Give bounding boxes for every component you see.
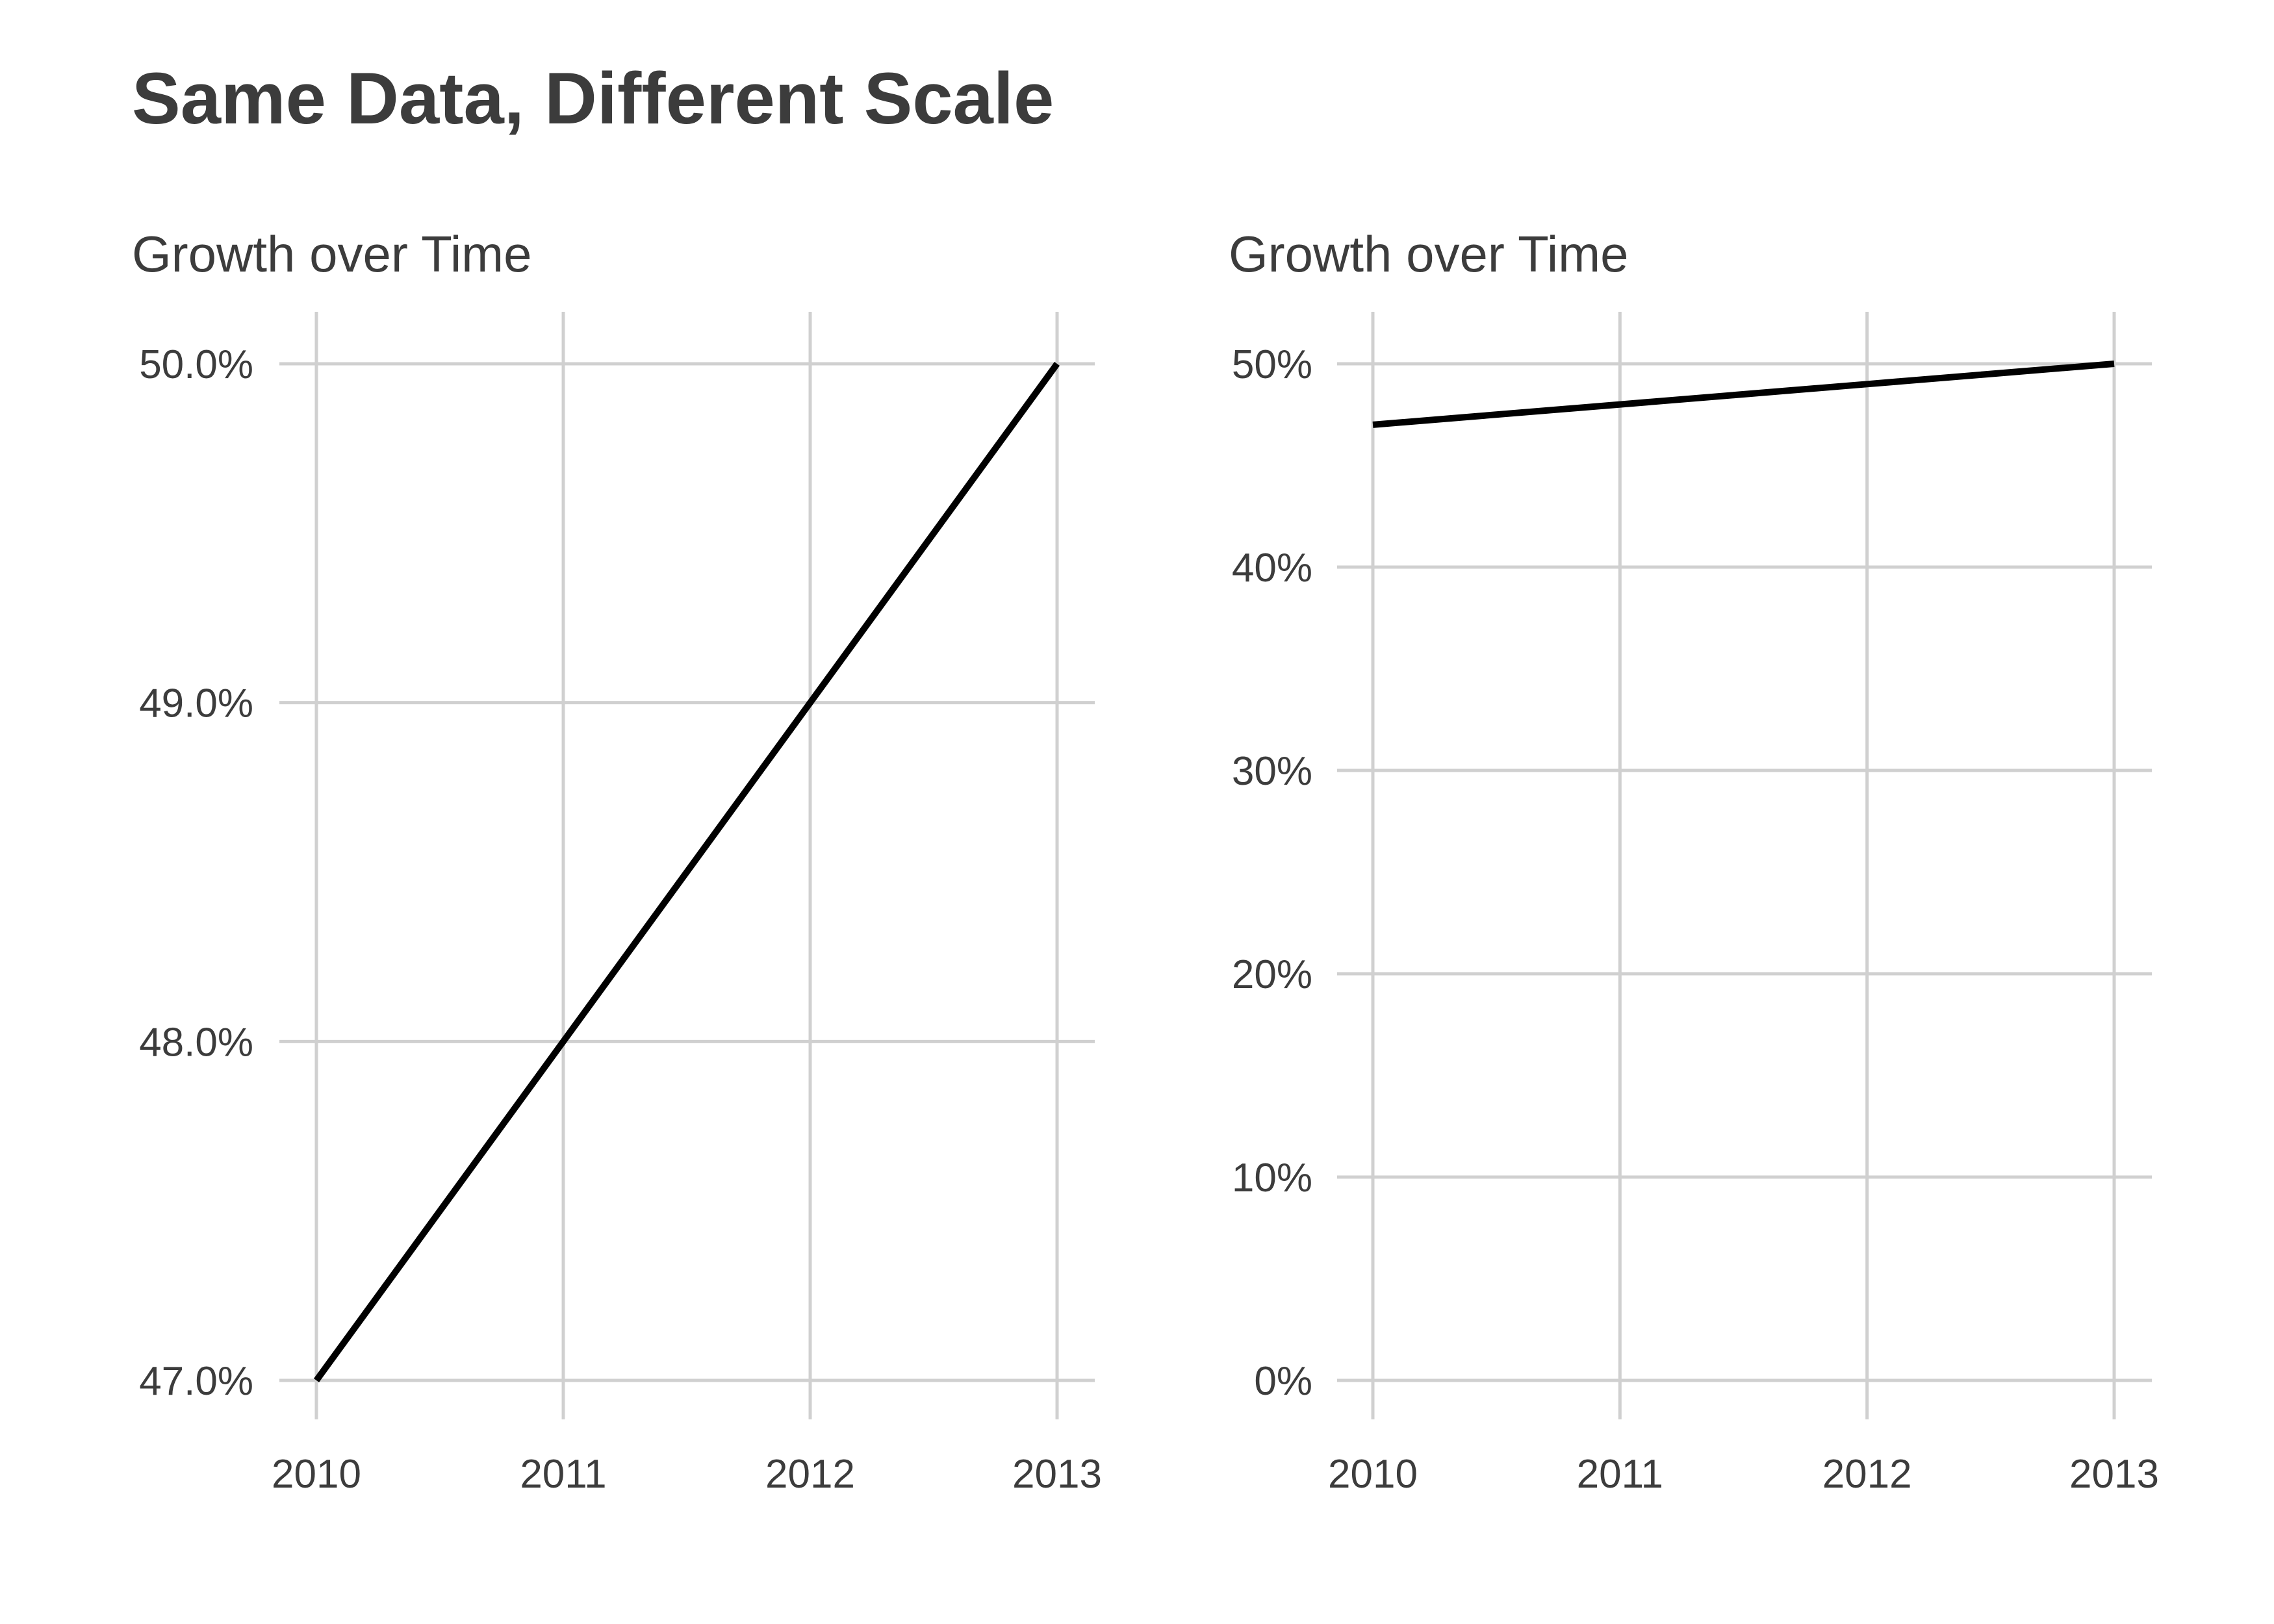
y-axis-ticks: 47.0% 48.0% 49.0% 50.0% [139, 342, 253, 1404]
x-tick-label: 2011 [1577, 1452, 1663, 1497]
y-tick-label: 10% [1232, 1156, 1312, 1200]
x-tick-label: 2012 [1822, 1452, 1912, 1497]
y-tick-label: 50% [1232, 342, 1312, 387]
x-tick-label: 2012 [765, 1452, 855, 1497]
y-tick-label: 40% [1232, 546, 1312, 590]
y-tick-label: 20% [1232, 952, 1312, 997]
figure-title: Same Data, Different Scale [132, 58, 1054, 139]
y-tick-label: 47.0% [139, 1359, 253, 1404]
chart-panel-right: Growth over Time 0%10%20%30%40%50% 2010 2… [1229, 225, 2159, 1497]
grid [1337, 312, 2152, 1419]
y-tick-label: 49.0% [139, 681, 253, 726]
chart-panel-left: Growth over Time 47.0% 48.0% 49.0% 50.0% 20… [132, 225, 1102, 1497]
x-tick-label: 2011 [520, 1452, 606, 1497]
x-axis-ticks: 2010 2011 2012 2013 [1328, 1452, 2159, 1497]
x-axis-ticks: 2010 2011 2012 2013 [272, 1452, 1102, 1497]
y-tick-label: 30% [1232, 749, 1312, 794]
series [1372, 361, 2115, 428]
grid [279, 312, 1095, 1419]
panel-title: Growth over Time [132, 225, 532, 283]
y-axis-ticks: 0% 10% 20% 30% 40% 50% [1232, 342, 1312, 1404]
series-line [313, 362, 1060, 1382]
y-tick-label: 50.0% [139, 342, 253, 387]
x-tick-label: 2010 [272, 1452, 361, 1497]
series [313, 362, 1060, 1382]
series-line [1372, 361, 2115, 428]
x-tick-label: 2013 [2069, 1452, 2159, 1497]
y-tick-label: 48.0% [139, 1020, 253, 1065]
x-tick-label: 2010 [1328, 1452, 1418, 1497]
y-tick-label: 0% [1254, 1359, 1312, 1404]
x-tick-label: 2013 [1012, 1452, 1102, 1497]
panel-title: Growth over Time [1229, 225, 1629, 283]
